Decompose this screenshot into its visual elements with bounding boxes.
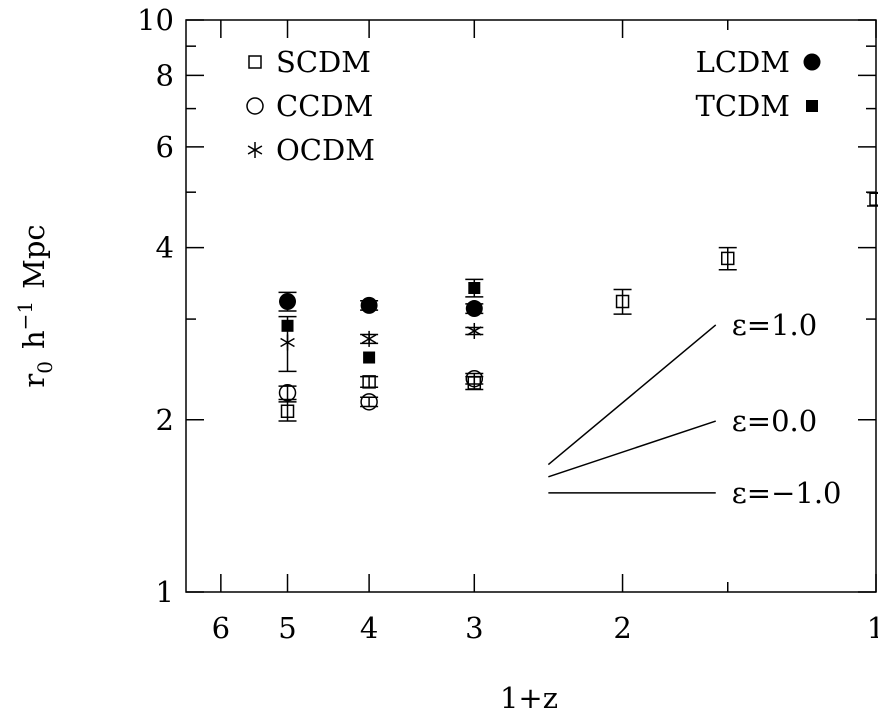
reference-line-label: ε=−1.0 (732, 476, 842, 510)
data-point (278, 384, 297, 402)
y-axis-label-unit: Mpc (17, 224, 51, 289)
y-tick-label: 2 (156, 403, 174, 437)
y-tick-label: 6 (156, 130, 174, 164)
y-tick-label: 1 (156, 575, 174, 609)
data-point (281, 319, 294, 332)
data-point (465, 369, 484, 388)
tick-labels: 1 2 4 6 8 10 6 5 4 3 2 1 (137, 3, 878, 645)
legend-label: OCDM (276, 133, 375, 167)
legend-marker (247, 142, 263, 158)
x-axis-label: 1+z (500, 681, 558, 715)
reference-line (548, 420, 716, 478)
data-point (360, 393, 378, 411)
y-axis-label-sup: −1 (13, 301, 37, 330)
y-axis-label-r: r (17, 374, 51, 388)
data-point (465, 300, 483, 318)
series-ccdm (278, 369, 484, 411)
legend-marker (246, 97, 264, 115)
data-point (466, 322, 482, 339)
x-tick-label: 6 (212, 611, 230, 645)
data-point (615, 294, 630, 309)
data-point (869, 192, 878, 206)
reference-line (547, 324, 717, 466)
data-points (278, 191, 878, 422)
data-point (362, 375, 376, 389)
y-axis-label-sub: 0 (33, 361, 57, 374)
x-tick-label: 4 (360, 611, 378, 645)
reference-line-label: ε=0.0 (732, 404, 817, 438)
y-tick-label: 8 (156, 58, 174, 92)
series-tcdm (281, 278, 484, 364)
axes (185, 19, 877, 593)
y-axis-label-h: h (17, 330, 51, 349)
legend: SCDM CCDM OCDM LCDM TCDM (246, 45, 821, 167)
x-tick-label: 1 (867, 611, 878, 645)
legend-marker (248, 55, 262, 69)
data-point (361, 330, 377, 347)
data-point (720, 251, 735, 266)
data-point (280, 404, 295, 419)
legend-marker (803, 53, 821, 71)
data-point (363, 351, 376, 364)
reference-line-label: ε=1.0 (732, 308, 817, 342)
x-tick-label: 3 (465, 611, 483, 645)
data-point (280, 334, 295, 351)
series-ocdm (278, 315, 484, 373)
legend-marker (806, 100, 818, 112)
reference-lines: ε=1.0 ε=0.0 ε=−1.0 (547, 308, 842, 510)
series-lcdm (278, 291, 484, 318)
plot-frame (185, 19, 877, 593)
data-point (468, 281, 481, 294)
ticks (186, 19, 877, 593)
y-tick-label: 10 (137, 3, 174, 37)
data-point (360, 296, 378, 314)
data-point (279, 293, 297, 311)
x-tick-label: 2 (613, 611, 631, 645)
y-axis-label: r0 h−1 Mpc (13, 224, 57, 387)
legend-label: CCDM (276, 89, 373, 123)
legend-label: LCDM (696, 45, 790, 79)
legend-label: SCDM (276, 45, 371, 79)
y-tick-label: 4 (156, 231, 174, 265)
x-tick-label: 5 (278, 611, 296, 645)
legend-label: TCDM (696, 89, 790, 123)
